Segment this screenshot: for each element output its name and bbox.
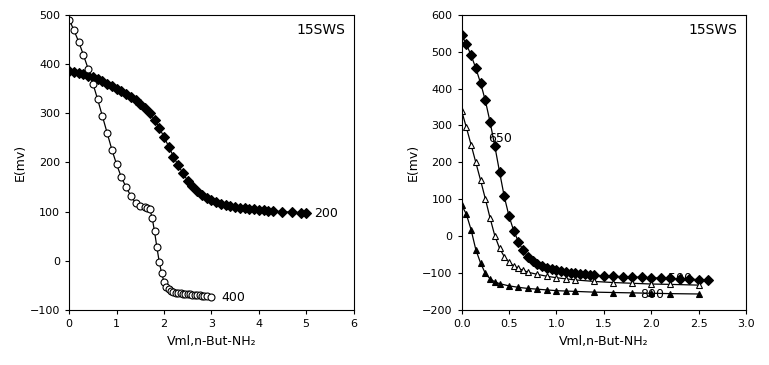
Text: 500: 500 [668,272,692,285]
Text: 15SWS: 15SWS [688,23,737,38]
Y-axis label: E(mv): E(mv) [406,144,419,181]
X-axis label: Vml,n-But-NH₂: Vml,n-But-NH₂ [559,335,648,348]
Text: 15SWS: 15SWS [296,23,345,38]
X-axis label: Vml,n-But-NH₂: Vml,n-But-NH₂ [167,335,256,348]
Text: 200: 200 [314,207,338,220]
Text: 800: 800 [640,288,664,301]
Y-axis label: E(mv): E(mv) [14,144,27,181]
Text: 400: 400 [221,291,245,304]
Text: 650: 650 [488,132,512,145]
